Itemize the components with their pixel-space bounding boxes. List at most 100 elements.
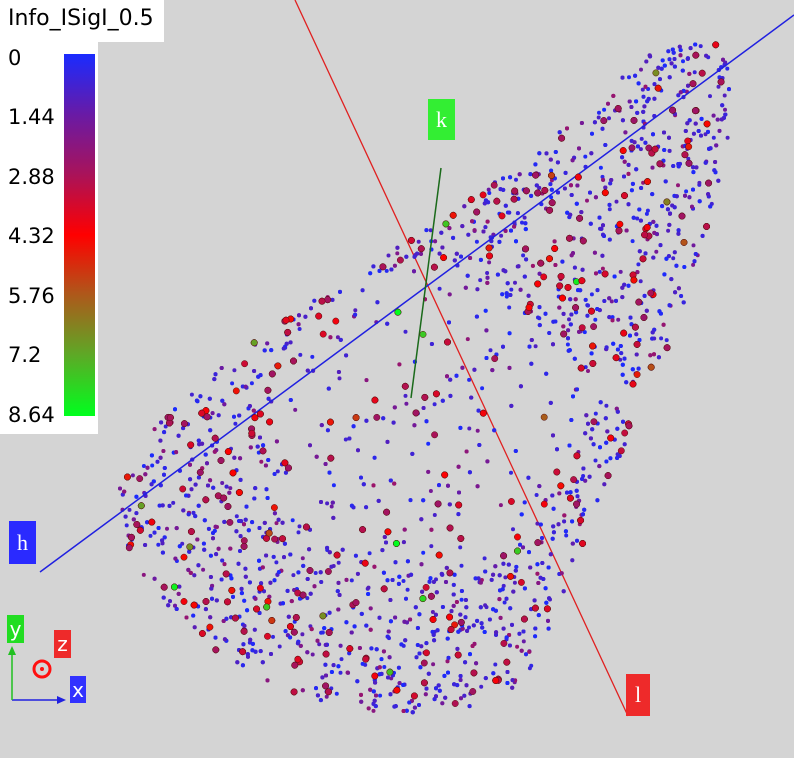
reflection-point [620,329,628,337]
reflection-point [522,274,527,279]
reflection-point [245,608,250,613]
reflection-point [691,187,695,192]
reflection-point [534,189,542,197]
reflection-point [180,420,188,428]
reflection-point [583,478,588,483]
reflection-point [697,180,702,185]
reflection-point [595,307,600,311]
reflection-point [650,165,655,170]
reflection-point [187,528,195,536]
reflection-point [302,523,310,531]
reflection-point [319,580,324,584]
reflection-point [663,344,671,352]
reflection-point [474,661,479,666]
reflection-point [216,546,221,551]
reflection-point [484,356,489,360]
reflection-point [711,113,716,118]
reflection-point [220,494,228,502]
reflection-point [232,368,237,373]
reflection-point [238,549,242,553]
reflection-point [639,255,647,263]
reflection-point [361,482,366,487]
reflection-point [497,597,502,602]
reflection-point [619,147,627,155]
reflection-point [357,646,362,650]
reflection-point [427,579,432,584]
reflection-point [208,553,213,558]
reflection-point [601,189,609,197]
reflection-point [263,603,271,611]
reflection-point [322,682,330,690]
reflection-point [579,237,587,245]
reflection-point [318,297,326,305]
reflection-point [281,459,289,467]
reflection-point [620,118,625,123]
reflection-point [564,283,572,291]
reflection-point [522,187,530,195]
reflection-point [429,544,434,549]
reflection-point [551,524,556,529]
reflection-point [537,323,542,328]
reflection-point [323,462,328,466]
reflection-point [253,486,258,491]
reflection-point [434,686,438,691]
reflection-point [428,489,433,493]
reflection-point [600,117,608,125]
reflection-point [166,603,171,608]
reflection-point [526,475,531,480]
reflection-point [159,420,164,425]
reflection-point [451,582,456,587]
reflection-point [298,643,303,648]
reflection-point [314,686,318,691]
reflection-point [723,107,727,112]
reflection-point [523,227,528,232]
reflection-point [374,693,378,698]
reflection-point [359,611,364,616]
reflection-point [662,272,667,277]
reflection-point [247,580,252,585]
reflection-point [251,408,256,413]
reflection-point [433,612,438,617]
y-orientation-label: y [7,615,24,643]
reflection-point [234,529,239,534]
reflection-point [553,468,561,476]
reflection-point [188,477,193,482]
reflection-point [291,573,296,578]
reflection-point [566,234,573,242]
reflection-point [325,501,330,506]
reflection-point [658,243,663,248]
reflection-point [290,518,295,523]
reflection-point [521,253,526,258]
reflection-point [208,615,213,620]
reflection-point [250,520,255,525]
reflection-point [379,657,384,662]
reflection-point [145,520,150,525]
reflection-point [693,121,698,126]
reflection-point [503,228,508,233]
reflection-point [651,145,659,153]
reflection-point [485,275,490,280]
reflection-point [396,581,401,586]
reflection-point [338,289,342,294]
reflection-point [528,565,533,570]
reflection-point [650,336,655,341]
reflection-point [136,475,144,483]
reflection-point [325,428,330,433]
reflection-point [322,650,330,658]
reflection-point [604,459,609,464]
reflection-point [326,418,334,426]
reflection-point [534,280,542,288]
reflection-point [432,638,437,643]
reflection-point [212,377,217,382]
reflection-point [322,626,327,631]
reflection-point [158,438,163,443]
reflection-point [381,570,386,575]
reflection-point [683,193,687,198]
reflection-point [446,569,454,577]
reflection-point [345,670,350,675]
reflection-point [288,552,293,557]
reflection-point [540,273,548,281]
reflection-point [633,371,641,378]
reflection-point [317,642,322,647]
